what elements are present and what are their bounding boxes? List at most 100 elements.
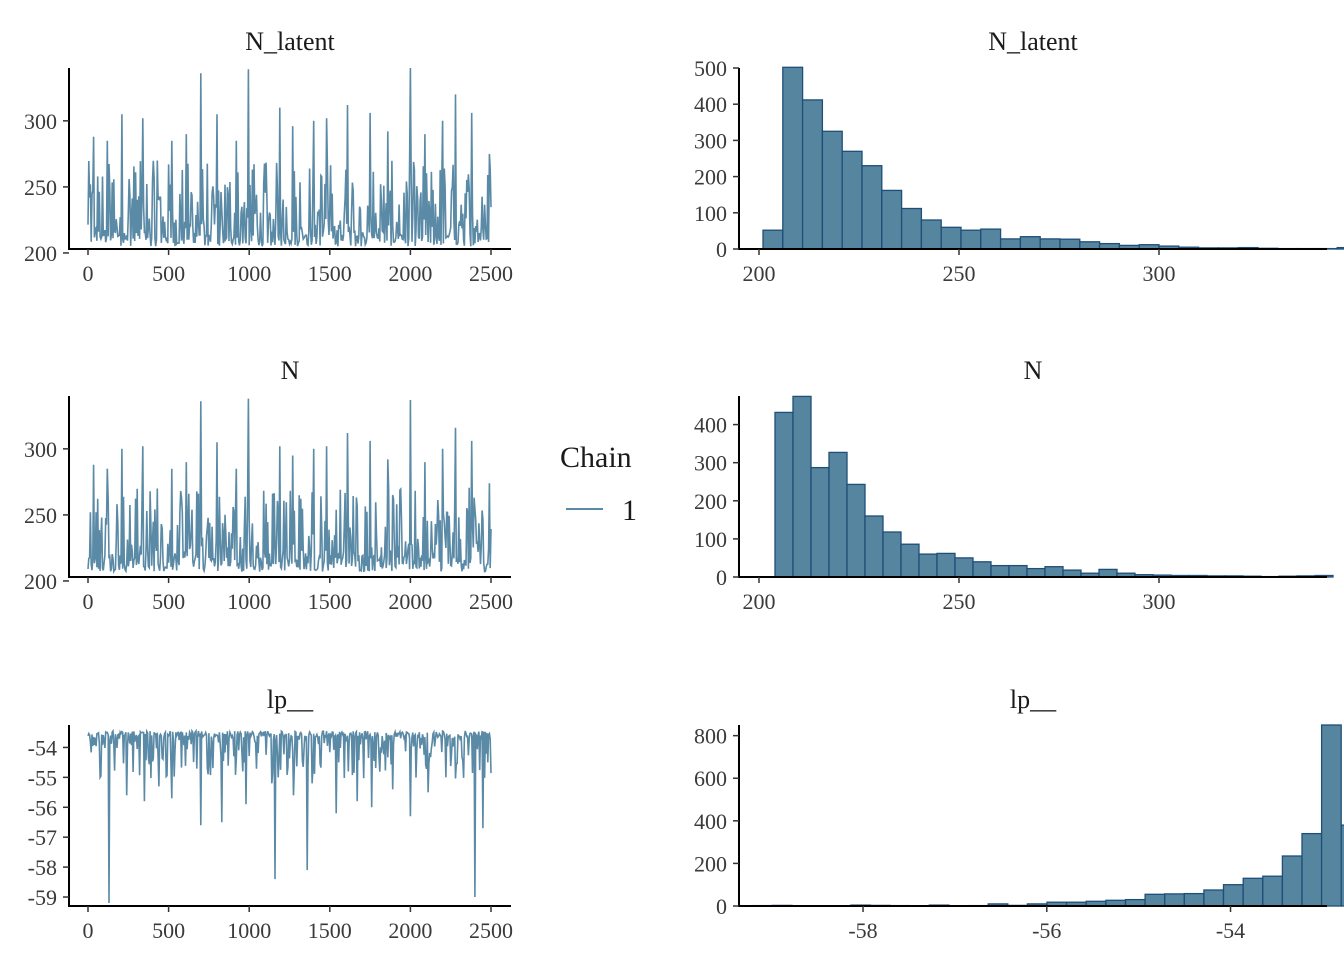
x-tick-label: 250 — [943, 261, 976, 286]
trace-line-chain-1 — [87, 728, 492, 904]
y-tick-label: -58 — [28, 855, 57, 880]
x-tick-label: 1500 — [308, 261, 352, 286]
x-tick-label: 1000 — [227, 918, 271, 943]
y-tick-label: 300 — [694, 451, 727, 476]
legend-label-chain-1: 1 — [622, 494, 637, 527]
x-tick-label: -56 — [1032, 918, 1061, 943]
histogram-bar — [782, 66, 804, 250]
histogram-bar — [801, 99, 824, 250]
x-tick-label: -54 — [1216, 918, 1245, 943]
histogram-bar — [1019, 236, 1041, 250]
y-tick-label: 250 — [24, 175, 57, 200]
panel-title: lp__ — [267, 685, 314, 714]
y-tick-label: 200 — [694, 489, 727, 514]
y-tick-label: 100 — [694, 527, 727, 552]
chart-trace-n-latent: N_latent 0 500 1000 1500 2000 2500 200 250 300 — [24, 27, 513, 286]
histogram-bar — [1079, 241, 1101, 250]
y-tick-label: 400 — [694, 413, 727, 438]
histogram-bar — [774, 411, 794, 578]
histogram-bar — [1203, 889, 1225, 907]
histogram-bar — [762, 229, 784, 250]
x-tick-label: 500 — [152, 918, 185, 943]
histogram-bar — [972, 561, 992, 578]
x-tick-label: 2500 — [469, 918, 513, 943]
histogram-bar — [1301, 832, 1323, 907]
histogram-bar — [828, 451, 848, 578]
x-tick-label: 0 — [83, 261, 94, 286]
histogram-bar — [1320, 724, 1342, 907]
x-tick-label: 1500 — [308, 589, 352, 614]
histogram-bar — [810, 466, 830, 578]
y-tick-label: 300 — [24, 109, 57, 134]
x-tick-label: 500 — [152, 261, 185, 286]
chart-trace-lp: lp__ 0 500 1000 1500 2000 2500 -54 -55 -56 -57 -58 -… — [28, 685, 513, 943]
histogram-bar — [841, 150, 863, 250]
y-tick-label: 200 — [694, 165, 727, 190]
y-tick-label: -55 — [28, 765, 57, 790]
x-tick-label: 0 — [83, 918, 94, 943]
x-tick-label: 0 — [83, 589, 94, 614]
y-tick-label: -59 — [28, 885, 57, 910]
histogram-bar — [999, 238, 1022, 250]
x-tick-label: 200 — [743, 261, 776, 286]
panel-title: N — [281, 356, 300, 385]
x-tick-label: -58 — [848, 918, 877, 943]
chart-hist-lp: lp__ -58 -56 -54 0 200 400 600 800 — [694, 685, 1344, 943]
histogram-bar — [1281, 855, 1303, 907]
histogram-bar — [1144, 893, 1166, 907]
histogram-bar — [881, 189, 903, 250]
y-tick-label: 250 — [24, 503, 57, 528]
histogram-bar — [1008, 564, 1028, 578]
histogram-bar — [864, 515, 884, 578]
x-tick-label: 500 — [152, 589, 185, 614]
x-tick-label: 1500 — [308, 918, 352, 943]
histogram-bar — [1242, 877, 1264, 907]
x-tick-label: 1000 — [227, 261, 271, 286]
panel-title: N — [1024, 356, 1043, 385]
histogram-bar — [1026, 567, 1046, 578]
chart-hist-n: N 200 250 300 0 100 200 300 400 — [694, 356, 1334, 614]
y-tick-label: 600 — [694, 766, 727, 791]
histogram-bar — [940, 226, 962, 250]
y-tick-label: 200 — [694, 851, 727, 876]
histogram-bar — [1044, 566, 1064, 578]
x-tick-label: 2000 — [388, 589, 432, 614]
panel-title: N_latent — [245, 27, 335, 56]
histogram-bar — [882, 531, 902, 578]
y-tick-label: -56 — [28, 795, 57, 820]
histogram-bar — [1039, 238, 1061, 250]
y-tick-label: 500 — [694, 56, 727, 81]
histogram-bar — [920, 219, 942, 250]
legend: Chain 1 — [560, 441, 637, 527]
y-tick-label: 800 — [694, 724, 727, 749]
histogram-bar — [792, 395, 812, 578]
x-tick-label: 300 — [1143, 261, 1176, 286]
y-tick-label: 0 — [716, 237, 727, 262]
x-tick-label: 1000 — [227, 589, 271, 614]
histogram-bar — [936, 552, 956, 578]
y-tick-label: 400 — [694, 809, 727, 834]
y-tick-label: 300 — [694, 128, 727, 153]
x-tick-label: 300 — [1143, 589, 1176, 614]
histogram-bar — [1340, 824, 1344, 907]
histogram-bar — [1098, 568, 1118, 578]
x-tick-label: 2500 — [469, 261, 513, 286]
histogram-bar — [1059, 238, 1081, 250]
panel-title: N_latent — [988, 27, 1078, 56]
histogram-bar — [1336, 246, 1344, 250]
trace-line-chain-1 — [87, 398, 492, 575]
histogram-bar — [821, 130, 843, 250]
y-tick-label: -57 — [28, 825, 57, 850]
histogram-bar — [990, 564, 1010, 578]
histogram-bar — [960, 229, 982, 250]
trace-line-chain-1 — [87, 67, 492, 248]
x-tick-label: 2500 — [469, 589, 513, 614]
x-tick-label: 2000 — [388, 918, 432, 943]
histogram-bar — [1183, 892, 1205, 907]
x-tick-label: 200 — [743, 589, 776, 614]
y-tick-label: 400 — [694, 92, 727, 117]
histogram-bar — [1062, 569, 1082, 578]
chart-trace-n: N 0 500 1000 1500 2000 2500 200 250 300 — [24, 356, 513, 614]
histogram-bar — [1164, 893, 1185, 907]
